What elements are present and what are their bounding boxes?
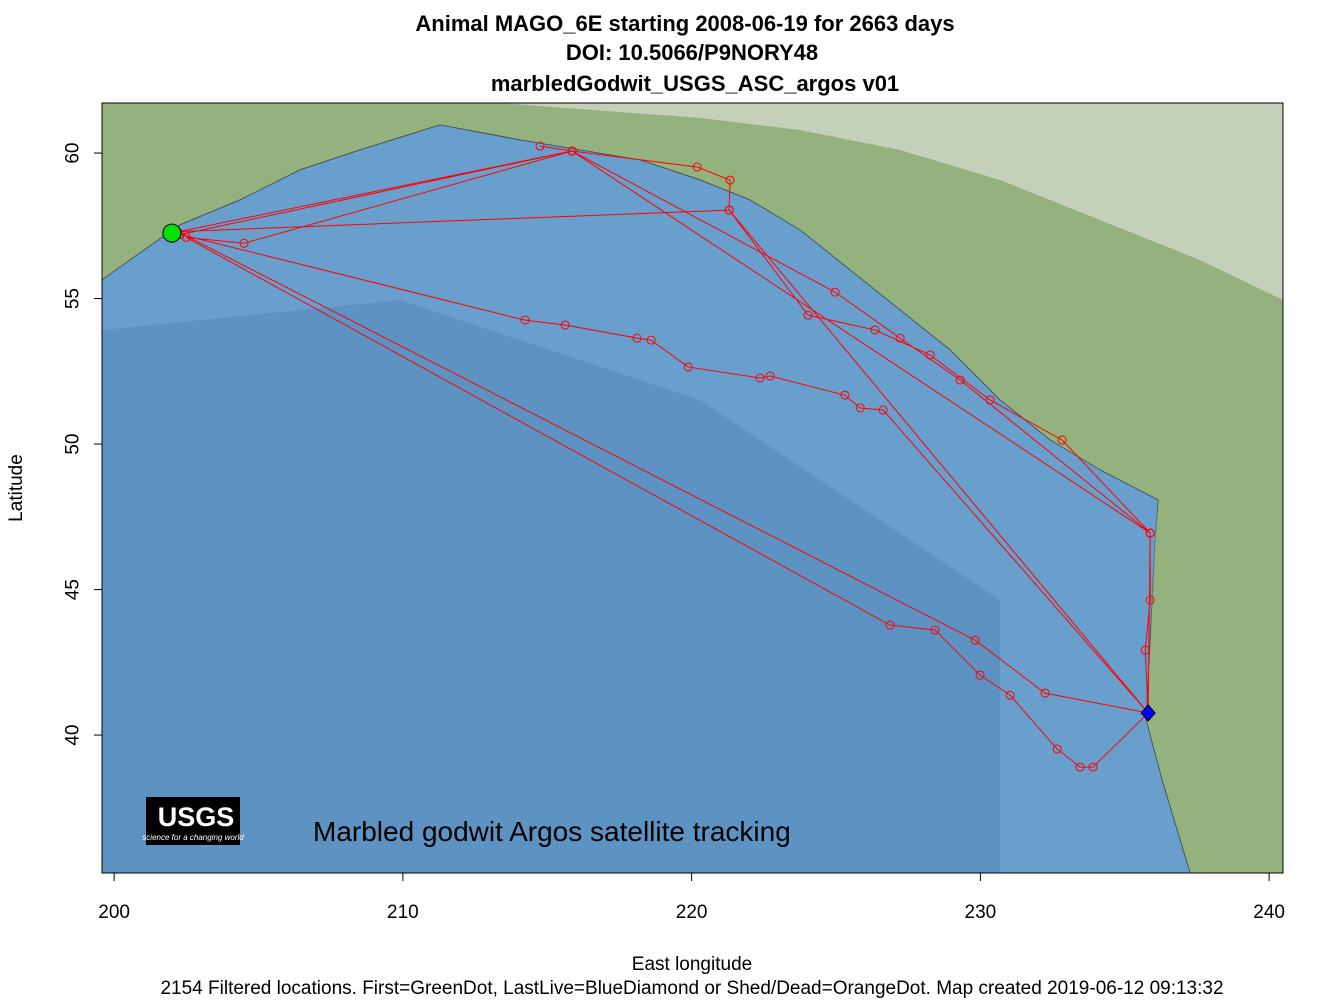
location-point (895, 333, 905, 343)
location-point (725, 175, 735, 185)
location-point (724, 205, 734, 215)
location-point (520, 315, 530, 325)
logo: USGS science for a changing world (142, 797, 244, 845)
location-point (1088, 762, 1098, 772)
title-line: marbledGodwit_USGS_ASC_argos v01 (491, 71, 899, 96)
title-line: Animal MAGO_6E starting 2008-06-19 for 2… (415, 11, 954, 36)
location-point (1057, 435, 1067, 445)
track-line (171, 145, 1151, 768)
location-point (683, 362, 693, 372)
title-line: DOI: 10.5066/P9NORY48 (566, 40, 818, 65)
location-point (1145, 595, 1155, 605)
location-point (975, 670, 985, 680)
location-point (885, 620, 895, 630)
location-point (855, 403, 865, 413)
logo-box (146, 797, 240, 845)
y-tick-label: 50 (63, 433, 84, 454)
location-point (878, 405, 888, 415)
x-tick-label: 200 (98, 902, 130, 923)
location-point (955, 375, 965, 385)
logo-tagline: science for a changing world (142, 833, 244, 842)
location-point (1052, 744, 1062, 754)
logo-name: USGS (158, 802, 235, 832)
location-point (239, 238, 249, 248)
x-tick-label: 220 (676, 902, 708, 923)
plot-frame (101, 102, 1284, 874)
location-point (646, 335, 656, 345)
location-point (1075, 762, 1085, 772)
x-tick-label: 230 (965, 902, 997, 923)
location-point (535, 141, 545, 151)
y-tick-label: 40 (63, 724, 84, 745)
location-point (1145, 528, 1155, 538)
location-point (1040, 688, 1050, 698)
x-tick-label: 240 (1253, 902, 1285, 923)
y-tick-label: 55 (63, 288, 84, 309)
location-point (632, 333, 642, 343)
x-tick-label: 210 (387, 902, 419, 923)
location-point (181, 232, 191, 242)
location-point (830, 287, 840, 297)
location-point (567, 146, 577, 156)
location-point (925, 350, 935, 360)
footer: 2154 Filtered locations. First=GreenDot,… (160, 978, 1223, 999)
track (167, 141, 1155, 772)
location-point (765, 371, 775, 381)
first-location (162, 223, 182, 243)
location-point (1140, 645, 1150, 655)
land (102, 103, 1283, 873)
location-point (870, 325, 880, 335)
last-location (1140, 704, 1156, 722)
location-point (930, 625, 940, 635)
x-axis-label: East longitude (632, 954, 752, 975)
title-block: Animal MAGO_6E starting 2008-06-19 for 2… (415, 11, 954, 96)
annotation: Marbled godwit Argos satellite tracking (313, 816, 791, 847)
location-point (560, 320, 570, 330)
location-point (692, 162, 702, 172)
location-point (970, 635, 980, 645)
location-point (985, 395, 995, 405)
y-tick-label: 60 (63, 142, 84, 163)
location-point (1005, 690, 1015, 700)
y-tick-label: 45 (63, 579, 84, 600)
location-point (840, 390, 850, 400)
location-point (803, 310, 813, 320)
location-point (755, 373, 765, 383)
y-axis-label: Latitude (6, 454, 27, 522)
